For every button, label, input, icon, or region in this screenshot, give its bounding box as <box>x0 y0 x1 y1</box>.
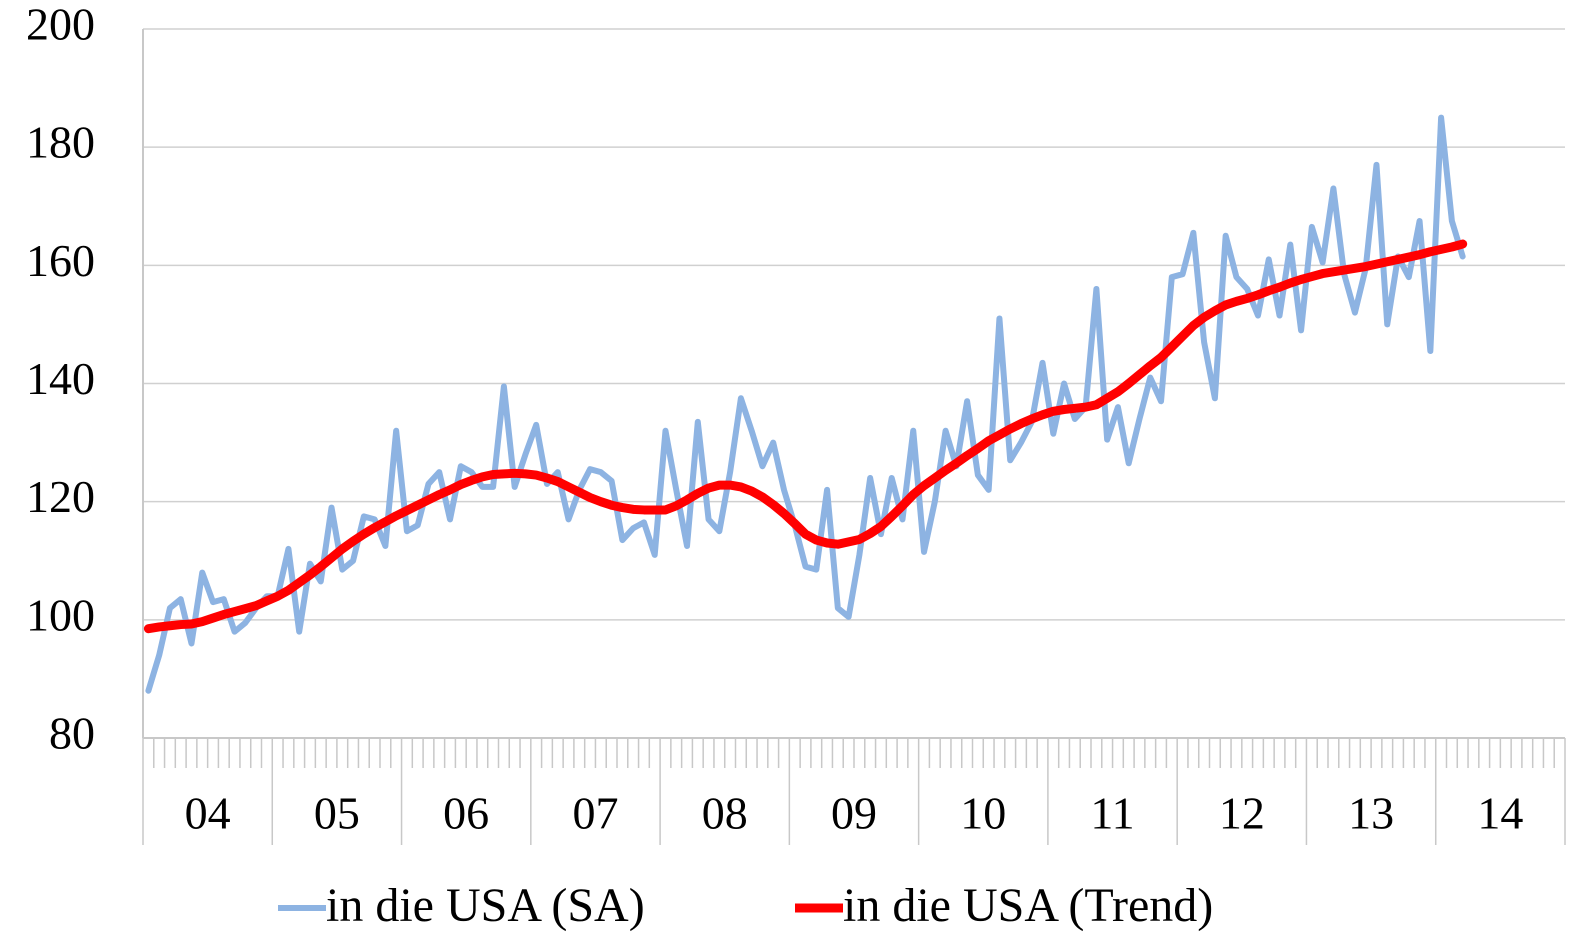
x-tick-label: 05 <box>314 788 360 839</box>
y-tick-label: 80 <box>49 708 95 759</box>
x-tick-label: 12 <box>1219 788 1265 839</box>
legend-label: in die USA (Trend) <box>843 879 1213 932</box>
y-tick-label: 180 <box>26 117 95 168</box>
legend-label: in die USA (SA) <box>326 879 645 932</box>
y-tick-label: 120 <box>26 471 95 522</box>
x-tick-label: 10 <box>960 788 1006 839</box>
y-tick-label: 100 <box>26 589 95 640</box>
x-tick-label: 08 <box>702 788 748 839</box>
y-tick-label: 140 <box>26 353 95 404</box>
x-tick-label: 04 <box>185 788 231 839</box>
y-tick-label: 200 <box>26 0 95 50</box>
x-tick-label: 06 <box>443 788 489 839</box>
x-tick-label: 14 <box>1477 788 1523 839</box>
series-line <box>143 239 1468 634</box>
x-tick-label: 13 <box>1348 788 1394 839</box>
series-line <box>145 114 1466 694</box>
x-tick-label: 11 <box>1090 788 1134 839</box>
y-tick-label: 160 <box>26 235 95 286</box>
x-tick-label: 09 <box>831 788 877 839</box>
x-tick-label: 07 <box>572 788 618 839</box>
